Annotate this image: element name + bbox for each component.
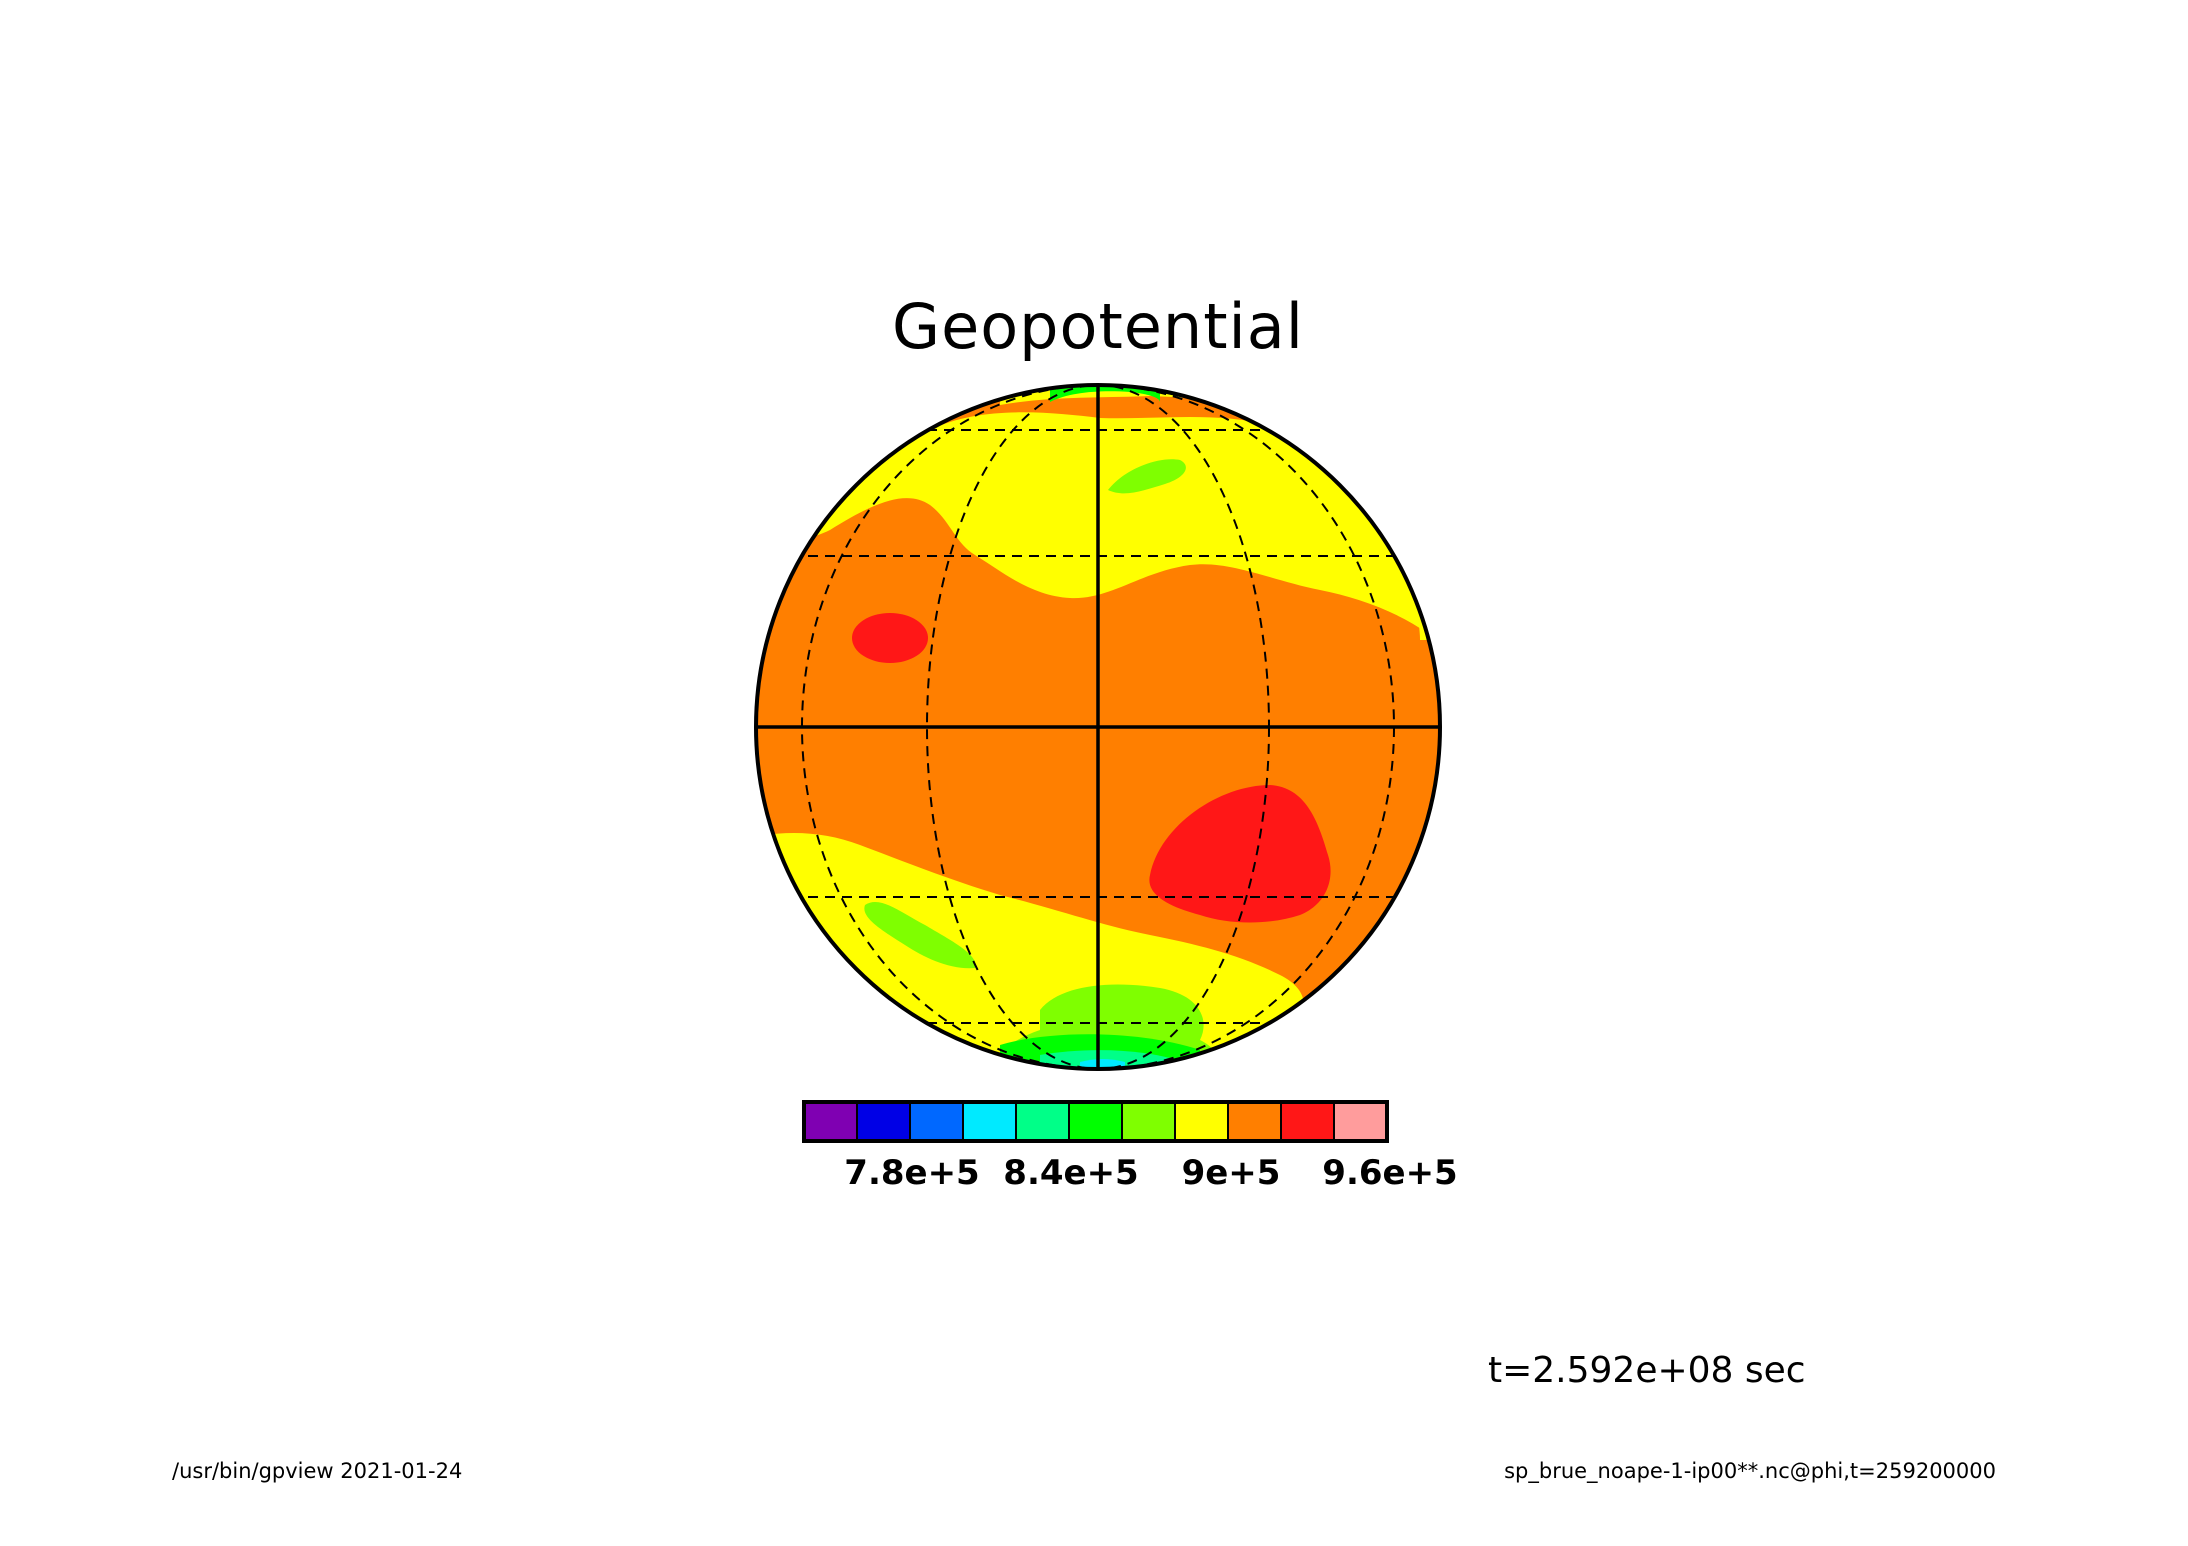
footer-right: sp_brue_noape-1-ip00**.nc@phi,t=25920000… [1504,1459,1996,1484]
fill-north-green-blob [1108,459,1186,494]
colorbar-tick-labels: 7.8e+5 8.4e+5 9e+5 9.6e+5 [844,1153,1457,1193]
colorbar-tick-label: 8.4e+5 [1003,1153,1138,1193]
colorbar-swatch [1227,1101,1282,1142]
globe-outline [754,383,1442,1071]
fill-north-yellow [756,385,1440,660]
colorbar-tick-label: 9.6e+5 [1322,1153,1457,1193]
fill-south-cap-cyan [1080,1059,1125,1069]
fill-north-red-blob [852,613,928,663]
colorbar-swatch [1333,1101,1388,1142]
colorbar-swatch [1174,1101,1229,1142]
colorbar-swatch [1280,1101,1335,1142]
geopotential-fill [756,385,1440,1090]
time-label: t=2.592e+08 sec [1488,1350,1806,1391]
colorbar-tick-label: 9e+5 [1182,1153,1281,1193]
fill-north-rim-orange [930,385,1280,430]
colorbar-swatch [856,1101,911,1142]
fill-south-red-blob [1149,785,1331,923]
colorbar-swatch [803,1101,858,1142]
colorbar-swatch [1121,1101,1176,1142]
globe-map [754,383,1442,1090]
fill-south-cap-teal [1040,1050,1170,1069]
colorbar-tick-label: 7.8e+5 [844,1153,979,1193]
fill-south-green-blob [864,901,976,969]
plot-title: Geopotential [892,290,1304,363]
fill-south-cap-blue [1090,1070,1110,1090]
colorbar-swatch [1015,1101,1070,1142]
colorbar-swatch [962,1101,1017,1142]
footer-left: /usr/bin/gpview 2021-01-24 [172,1459,462,1483]
colorbar-swatch [1068,1101,1123,1142]
colorbar [802,1100,1389,1143]
axes-lines [756,385,1440,1069]
colorbar-swatch [909,1101,964,1142]
colorbar-frame [802,1100,1389,1143]
